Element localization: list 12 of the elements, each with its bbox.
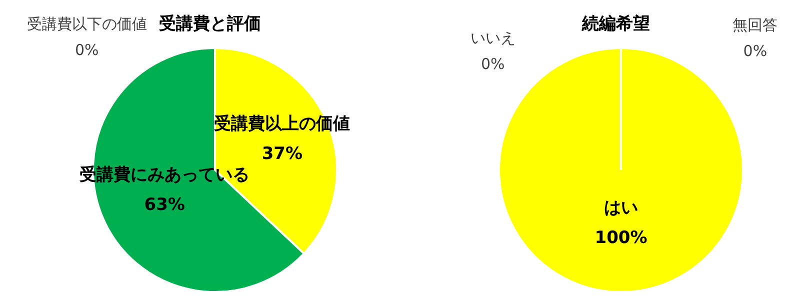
chart-title: 続編希望 — [582, 14, 650, 34]
text: 0% — [743, 42, 768, 60]
category-label: いいえ — [470, 29, 516, 47]
text: 0% — [481, 55, 505, 73]
text: 0% — [75, 41, 99, 59]
chart-title: 受講費と評価 — [159, 14, 261, 34]
category-label: 受講費以下の価値 — [26, 15, 147, 33]
slice-label: はい — [604, 198, 638, 218]
data-label: 37% — [262, 144, 303, 164]
data-label: 63% — [144, 194, 185, 215]
data-label: 100% — [594, 228, 648, 248]
category-label: 無回答 — [732, 16, 778, 34]
